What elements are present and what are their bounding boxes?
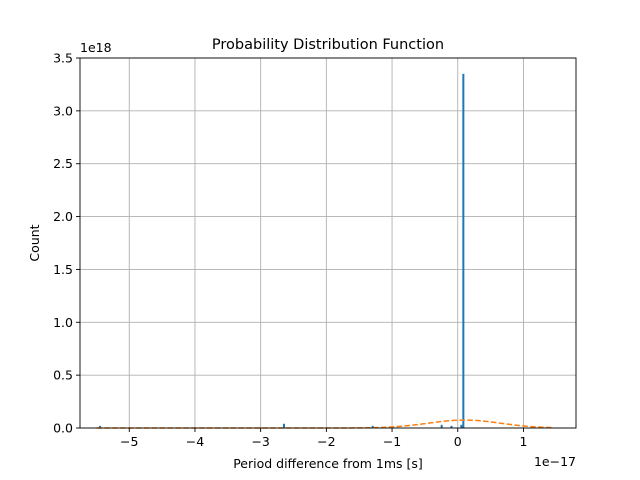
y-tick-label: 3.0 <box>53 103 73 118</box>
x-tick-label: 1 <box>519 434 527 449</box>
y-tick-label: 3.5 <box>53 51 73 66</box>
grid-lines <box>80 57 576 429</box>
x-axis-label: Period difference from 1ms [s] <box>233 456 423 471</box>
histogram-bar <box>371 425 374 428</box>
histogram-bar <box>440 424 443 428</box>
x-offset-label: 1e−17 <box>534 454 576 469</box>
histogram-bars <box>99 73 465 428</box>
y-axis-ticks: 0.0 0.5 1.0 1.5 2.0 2.5 3.0 3.5 <box>53 51 80 436</box>
x-tick-label: −4 <box>186 434 204 449</box>
x-tick-label: 0 <box>454 434 462 449</box>
x-tick-label: −5 <box>120 434 138 449</box>
y-axis-label: Count <box>27 224 42 261</box>
x-tick-label: −3 <box>251 434 269 449</box>
y-tick-label: 2.0 <box>53 209 73 224</box>
histogram-bar <box>462 73 465 428</box>
histogram-bar <box>99 425 102 428</box>
x-axis-ticks: −5 −4 −3 −2 −1 0 1 <box>120 428 527 449</box>
y-tick-label: 1.5 <box>53 262 73 277</box>
fit-curve <box>96 419 554 429</box>
x-tick-label: −2 <box>317 434 335 449</box>
plot-frame <box>79 57 577 429</box>
y-tick-label: 0.5 <box>53 368 73 383</box>
x-tick-label: −1 <box>383 434 401 449</box>
histogram-bar <box>450 425 453 428</box>
y-tick-label: 0.0 <box>53 421 73 436</box>
y-tick-label: 2.5 <box>53 156 73 171</box>
histogram-bar <box>460 424 463 428</box>
histogram-bar <box>282 423 285 428</box>
chart-title: Probability Distribution Function <box>212 37 444 53</box>
y-tick-label: 1.0 <box>53 315 73 330</box>
y-offset-label: 1e18 <box>80 40 112 55</box>
